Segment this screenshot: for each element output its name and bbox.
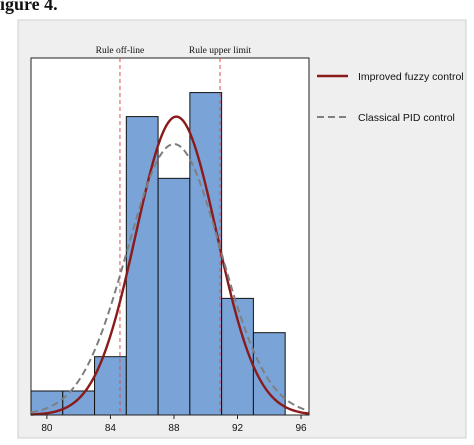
histogram-bar-5 [157, 177, 191, 416]
figure-caption-fragment: igure 4. [0, 0, 58, 14]
limit-label-rule-upper-limit: Rule upper limit [189, 46, 252, 56]
x-tick-label: 88 [168, 423, 180, 434]
histogram-bar-6 [189, 92, 223, 416]
x-tick-label: 80 [41, 423, 53, 434]
x-tick-label: 84 [105, 423, 117, 434]
specification-limits: Rule off-line Rule upper limit [96, 45, 252, 415]
x-tick-label: 92 [232, 423, 244, 434]
legend-label-improved-fuzzy-control: Improved fuzzy control [358, 71, 464, 83]
legend-label-classical-pid-control: Classical PID control [358, 112, 455, 124]
x-axis-ticks: 80 84 88 92 96 [41, 415, 307, 434]
limit-label-rule-off-line: Rule off-line [96, 45, 145, 56]
x-tick-label: 96 [295, 423, 307, 434]
curve-improved-fuzzy-control [30, 115, 310, 416]
curve-classical-pid-control [30, 143, 310, 414]
distribution-curves [30, 115, 310, 416]
histogram-bars [30, 92, 286, 416]
legend: Improved fuzzy control Classical PID con… [317, 71, 464, 124]
histogram-bar-2 [62, 390, 96, 416]
